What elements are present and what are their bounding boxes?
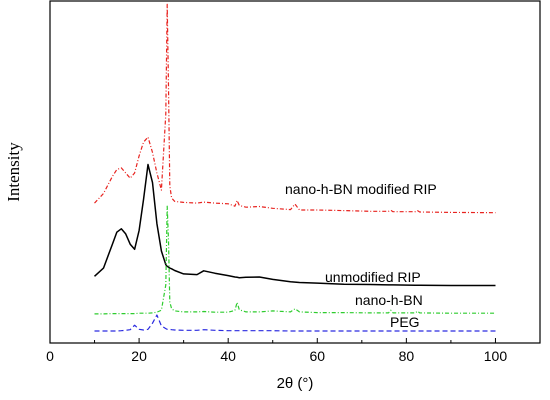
plot-frame <box>50 1 540 343</box>
series-label-1: unmodified RIP <box>325 269 421 285</box>
x-axis-ticks: 0 20 40 60 80 100 <box>46 338 507 364</box>
x-tick-label: 0 <box>46 348 54 364</box>
x-tick-label: 40 <box>220 348 236 364</box>
series-line-3 <box>95 315 496 331</box>
series-labels-layer: nano-h-BN modified RIP unmodified RIP nano… <box>285 181 437 330</box>
series-layer <box>95 4 496 331</box>
x-tick-label: 80 <box>399 348 415 364</box>
x-tick-label: 100 <box>484 348 508 364</box>
series-label-0: nano-h-BN modified RIP <box>285 181 437 197</box>
series-label-3: PEG <box>390 314 420 330</box>
series-label-2: nano-h-BN <box>355 292 423 308</box>
x-axis-title: 2θ (°) <box>277 375 314 392</box>
series-line-2 <box>95 206 496 314</box>
x-tick-label: 60 <box>309 348 325 364</box>
y-axis-title: Intensity <box>4 142 23 202</box>
x-tick-label: 20 <box>131 348 147 364</box>
